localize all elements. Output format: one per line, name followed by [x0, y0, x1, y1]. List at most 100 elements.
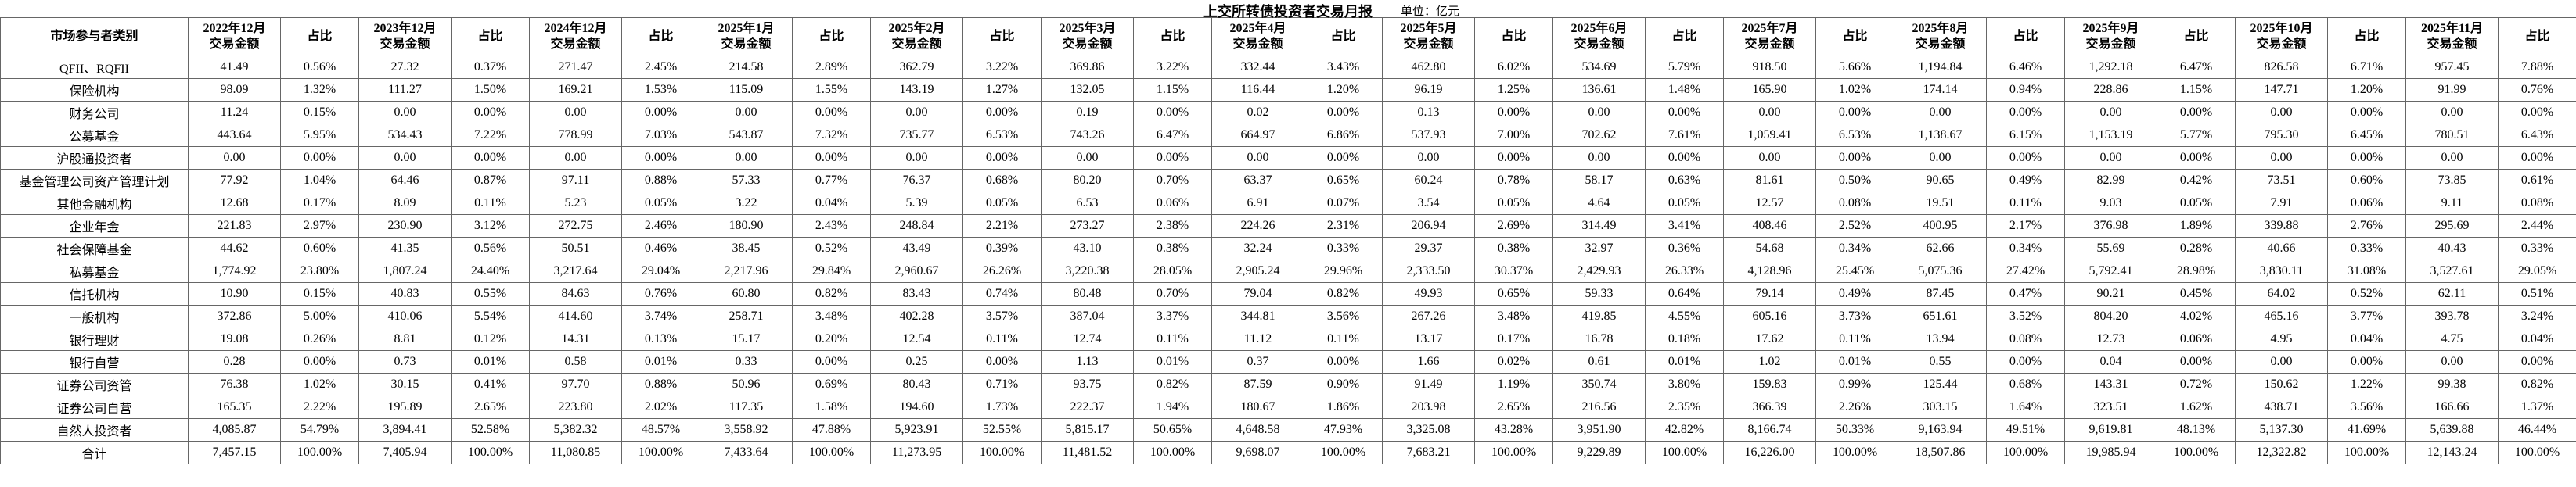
table-cell: 0.00 [1894, 101, 1987, 124]
table-cell: 0.00 [358, 101, 452, 124]
table-cell: 1.55% [792, 78, 871, 102]
table-cell: 1.32% [280, 78, 359, 102]
table-cell: 100.00% [962, 441, 1042, 464]
table-cell: 1.27% [962, 78, 1042, 102]
table-cell: 11,273.95 [870, 441, 963, 464]
table-cell: 52.58% [451, 418, 530, 442]
table-cell: 0.63% [1645, 169, 1724, 192]
table-cell: 87.59 [1211, 373, 1304, 396]
table-cell: 2.76% [2327, 214, 2406, 238]
table-cell: 0.11% [451, 192, 530, 215]
table-cell: 125.44 [1894, 373, 1987, 396]
table-cell: 3,951.90 [1552, 418, 1646, 442]
table-cell: 0.00 [2405, 350, 2499, 374]
table-cell: 5,815.17 [1041, 418, 1134, 442]
table-cell: 0.11% [1986, 192, 2065, 215]
table-cell: 1,194.84 [1894, 56, 1987, 79]
row-name: 证券公司资管 [0, 373, 189, 396]
table-cell: 3.22 [700, 192, 793, 215]
table-row: 银行自营 0.28 0.00% 0.73 0.01% 0.58 0.01% 0.33 0.00%… [0, 350, 2576, 374]
table-cell: 350.74 [1552, 373, 1646, 396]
table-cell: 2.65% [451, 396, 530, 419]
table-cell: 5.54% [451, 305, 530, 328]
table-cell: 2.46% [621, 214, 700, 238]
table-row: 合计 7,457.15 100.00% 7,405.94 100.00% 11,080.8… [0, 441, 2576, 464]
table-cell: 6.46% [1986, 56, 2065, 79]
table-cell: 29.84% [792, 260, 871, 283]
table-cell: 15.17 [700, 328, 793, 351]
table-cell: 1.37% [2498, 396, 2576, 419]
table-cell: 7.03% [621, 124, 700, 147]
header-month: 2025年2月 [888, 22, 945, 35]
table-cell: 0.00% [451, 146, 530, 170]
table-cell: 0.02% [1474, 350, 1553, 374]
table-cell: 7.22% [451, 124, 530, 147]
table-cell: 11.24 [188, 101, 281, 124]
table-cell: 64.02 [2235, 282, 2328, 306]
table-cell: 0.01% [1133, 350, 1212, 374]
table-cell: 10.90 [188, 282, 281, 306]
table-cell: 826.58 [2235, 56, 2328, 79]
table-cell: 543.87 [700, 124, 793, 147]
table-cell: 534.69 [1552, 56, 1646, 79]
table-cell: 0.11% [962, 328, 1042, 351]
header-label: 交易金额 [550, 38, 601, 51]
table-row: 一般机构 372.86 5.00% 410.06 5.54% 414.60 3.74% 258… [0, 305, 2576, 328]
table-cell: 0.60% [2327, 169, 2406, 192]
table-cell: 29.37 [1382, 237, 1475, 260]
table-cell: 605.16 [1723, 305, 1816, 328]
table-cell: 5,382.32 [529, 418, 622, 442]
table-cell: 90.21 [2064, 282, 2157, 306]
table-cell: 0.56% [451, 237, 530, 260]
table-cell: 0.82% [1133, 373, 1212, 396]
table-cell: 4.55% [1645, 305, 1724, 328]
table-cell: 2.45% [621, 56, 700, 79]
header-cell: 占比 [2327, 17, 2406, 56]
table-cell: 6.91 [1211, 192, 1304, 215]
table-cell: 1.48% [1645, 78, 1724, 102]
table-cell: 9,619.81 [2064, 418, 2157, 442]
table-cell: 3.12% [451, 214, 530, 238]
table-cell: 2.89% [792, 56, 871, 79]
table-cell: 0.77% [792, 169, 871, 192]
table-cell: 6.53 [1041, 192, 1134, 215]
table-cell: 3.48% [792, 305, 871, 328]
header-cell: 占比 [2157, 17, 2236, 56]
table-cell: 735.77 [870, 124, 963, 147]
table-row: 信托机构 10.90 0.15% 40.83 0.55% 84.63 0.76% 60.80 0… [0, 282, 2576, 306]
table-cell: 14.31 [529, 328, 622, 351]
table-cell: 3,830.11 [2235, 260, 2328, 283]
table-cell: 19.51 [1894, 192, 1987, 215]
table-cell: 2.26% [1815, 396, 1894, 419]
table-cell: 0.00% [1133, 101, 1212, 124]
table-cell: 60.24 [1382, 169, 1475, 192]
table-cell: 0.68% [962, 169, 1042, 192]
table-cell: 0.39% [962, 237, 1042, 260]
table-cell: 43.10 [1041, 237, 1134, 260]
table-cell: 221.83 [188, 214, 281, 238]
table-cell: 3.77% [2327, 305, 2406, 328]
table-cell: 1,153.19 [2064, 124, 2157, 147]
table-cell: 100.00% [1986, 441, 2065, 464]
unit: 单位：亿元 [1401, 5, 1460, 18]
table-cell: 6.47% [2157, 56, 2236, 79]
table-cell: 1.89% [2157, 214, 2236, 238]
table-cell: 5,639.88 [2405, 418, 2499, 442]
table-cell: 0.49% [1986, 169, 2065, 192]
table-cell: 73.85 [2405, 169, 2499, 192]
table-cell: 0.52% [792, 237, 871, 260]
table-cell: 0.06% [2157, 328, 2236, 351]
table-cell: 98.09 [188, 78, 281, 102]
table-cell: 100.00% [2157, 441, 2236, 464]
table-cell: 534.43 [358, 124, 452, 147]
table-cell: 267.26 [1382, 305, 1475, 328]
table-cell: 3,325.08 [1382, 418, 1475, 442]
table-cell: 0.76% [621, 282, 700, 306]
table-cell: 180.90 [700, 214, 793, 238]
table-cell: 3.24% [2498, 305, 2576, 328]
table-cell: 19.08 [188, 328, 281, 351]
table-cell: 224.26 [1211, 214, 1304, 238]
table-cell: 0.00% [1133, 146, 1212, 170]
table-cell: 0.33 [700, 350, 793, 374]
table-cell: 1.22% [2327, 373, 2406, 396]
